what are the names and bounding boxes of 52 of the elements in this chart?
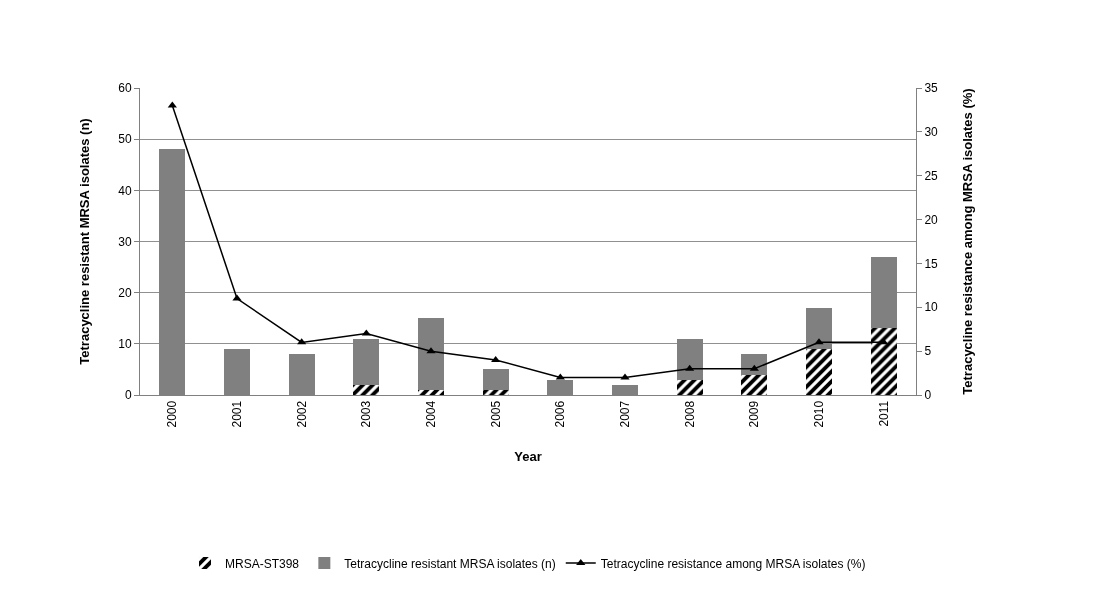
x-tick-label: 2004 bbox=[423, 400, 438, 428]
point bbox=[361, 329, 371, 336]
x-tick-label: 2002 bbox=[294, 400, 309, 428]
bar bbox=[418, 389, 444, 395]
y-tick-label: 40 bbox=[118, 183, 132, 198]
y-tick-label: 20 bbox=[118, 285, 132, 300]
y2-tick-label: 35 bbox=[924, 81, 939, 96]
x-tick-label: 2011 bbox=[876, 400, 891, 427]
y2-axis-title: Tetracycline resistance among MRSA isolates (%) bbox=[959, 88, 975, 395]
y2-tick-label: 5 bbox=[924, 344, 932, 359]
x-tick-label: 2010 bbox=[811, 400, 826, 428]
bar bbox=[353, 338, 380, 385]
y2-tick-label: 20 bbox=[924, 212, 939, 227]
y-tick-label: 0 bbox=[124, 388, 132, 403]
point bbox=[232, 294, 242, 301]
bar bbox=[482, 369, 509, 390]
x-tick-label: 2007 bbox=[617, 400, 632, 428]
x-tick-label: 2009 bbox=[747, 400, 762, 428]
bar bbox=[806, 348, 832, 395]
legend-label: MRSA-ST398 bbox=[225, 556, 300, 571]
x-tick-label: 2006 bbox=[553, 400, 568, 428]
bar bbox=[676, 338, 703, 380]
bar bbox=[353, 384, 380, 395]
bar bbox=[482, 389, 509, 395]
y2-tick-label: 25 bbox=[924, 168, 939, 183]
x-tick-label: 2008 bbox=[682, 400, 697, 428]
point bbox=[426, 347, 436, 354]
y2-tick-label: 10 bbox=[924, 300, 939, 315]
x-tick-label: 2005 bbox=[488, 400, 503, 428]
legend-label: Tetracycline resistance among MRSA isolates (%) bbox=[600, 556, 866, 571]
bar bbox=[418, 318, 444, 390]
y-axis-title: Tetracycline resistant MRSA isolates (n) bbox=[77, 118, 93, 365]
y-tick-label: 50 bbox=[118, 132, 132, 147]
bar bbox=[870, 256, 897, 329]
point bbox=[685, 364, 695, 371]
y-tick-label: 60 bbox=[118, 81, 132, 96]
x-tick-label: 2003 bbox=[359, 400, 374, 428]
bar bbox=[741, 374, 768, 395]
y2-tick-label: 0 bbox=[924, 388, 932, 403]
y-tick-label: 30 bbox=[118, 234, 132, 249]
bar bbox=[870, 328, 897, 395]
point bbox=[491, 355, 501, 362]
x-tick-label: 2000 bbox=[165, 400, 180, 428]
y2-tick-label: 30 bbox=[924, 125, 939, 140]
bar bbox=[806, 308, 832, 349]
bar bbox=[676, 379, 703, 395]
legend-label: Tetracycline resistant MRSA isolates (n) bbox=[344, 556, 556, 571]
x-tick-label: 2001 bbox=[229, 400, 244, 428]
point bbox=[167, 101, 177, 108]
y2-tick-label: 15 bbox=[924, 256, 939, 271]
x-axis-title: Year bbox=[514, 449, 542, 465]
y-tick-label: 10 bbox=[118, 337, 132, 352]
